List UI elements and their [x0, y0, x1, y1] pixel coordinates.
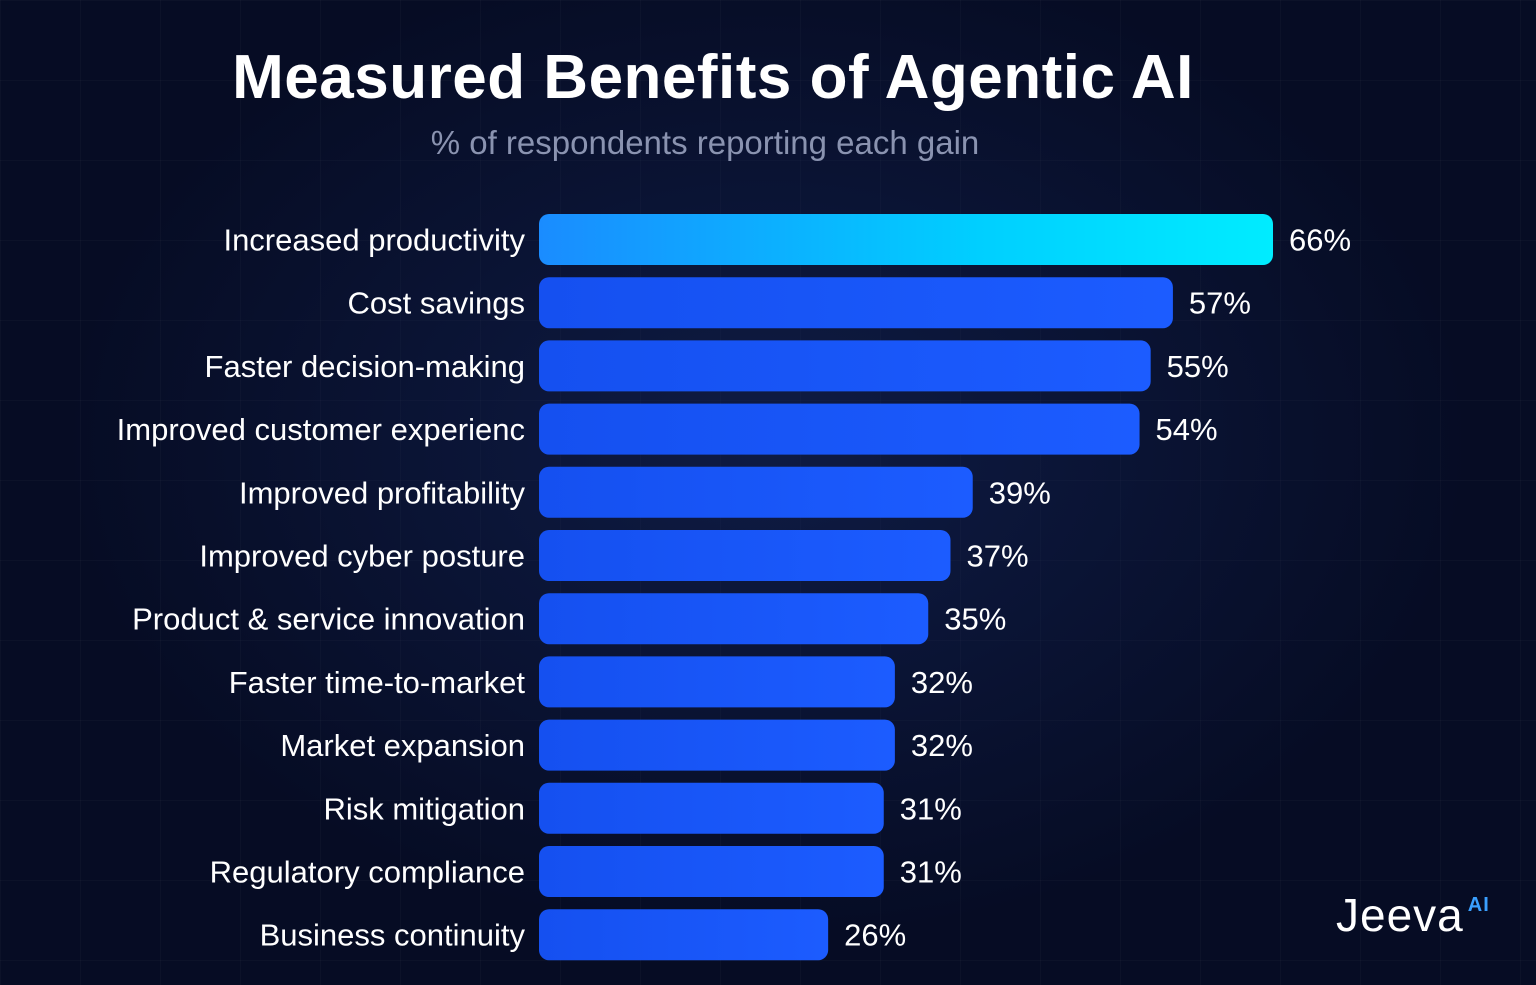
bar-4 [539, 403, 1140, 455]
value-label: 39% [989, 475, 1051, 510]
chart-subtitle: % of respondents reporting each gain [430, 124, 980, 161]
bar-1 [539, 214, 1273, 265]
category-label: Increased productivity [223, 223, 525, 258]
bar-6 [539, 530, 951, 581]
bar-9 [539, 719, 895, 771]
bar-2 [539, 277, 1173, 329]
bar-3 [539, 340, 1151, 392]
brand-suffix: AI [1467, 894, 1490, 916]
category-label: Faster decision-making [205, 349, 525, 384]
value-label: 32% [911, 665, 973, 700]
category-label: Business continuity [260, 918, 526, 953]
category-label: Faster time-to-market [229, 665, 526, 700]
category-label: Market expansion [280, 728, 525, 763]
brand-logo: Jeeva AI [1336, 888, 1490, 942]
value-label: 32% [911, 728, 973, 763]
category-label: Cost savings [348, 286, 525, 321]
chart-title: Measured Benefits of Agentic AI [232, 43, 1194, 112]
value-label: 37% [966, 539, 1028, 574]
category-label: Product & service innovation [132, 602, 525, 637]
category-label: Risk mitigation [323, 791, 525, 826]
bar-8 [539, 656, 895, 708]
value-label: 66% [1289, 223, 1351, 258]
value-label: 57% [1189, 286, 1251, 321]
category-label: Regulatory compliance [210, 855, 525, 890]
value-label: 31% [900, 855, 962, 890]
brand-name: Jeeva [1336, 889, 1464, 941]
category-label: Improved customer experienc [117, 412, 525, 447]
bar-11 [539, 846, 884, 897]
value-label: 31% [900, 791, 962, 826]
category-label: Improved cyber posture [199, 539, 525, 574]
value-label: 35% [944, 602, 1006, 637]
value-label: 55% [1167, 349, 1229, 384]
bar-5 [539, 466, 973, 518]
value-label: 54% [1156, 412, 1218, 447]
bar-12 [539, 909, 829, 961]
bar-10 [539, 782, 884, 834]
bar-7 [539, 593, 929, 645]
value-label: 26% [844, 918, 906, 953]
category-label: Improved profitability [239, 475, 526, 510]
